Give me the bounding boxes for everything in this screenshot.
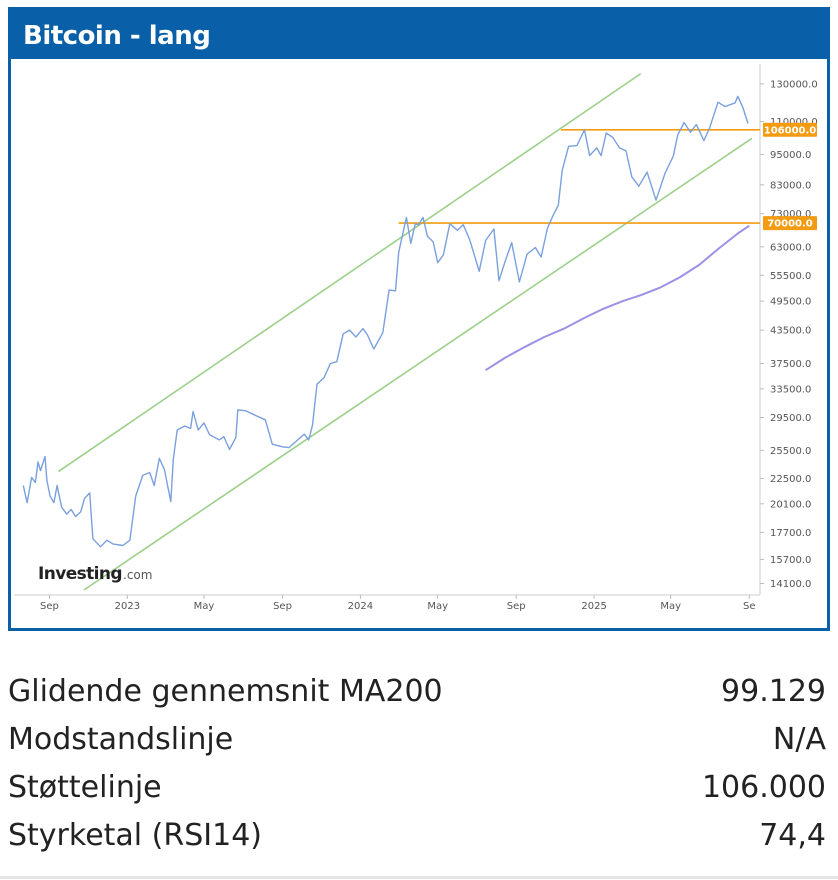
x-tick-label: Sep xyxy=(273,601,292,612)
x-tick-label: May xyxy=(194,601,215,612)
y-tick-label: 49500.0 xyxy=(770,297,811,308)
trend-channel xyxy=(57,73,753,591)
y-tick-label: 33500.0 xyxy=(770,384,811,395)
y-tick-label: 25500.0 xyxy=(770,446,811,457)
level-badge-label: 70000.0 xyxy=(767,219,813,230)
y-tick-label: 17700.0 xyxy=(770,528,811,539)
level-badge xyxy=(763,216,817,231)
y-tick-label: 15700.0 xyxy=(770,555,811,566)
chart-svg: 130000.0 110000.0 95000.0 83000.0 73000.0 630… xyxy=(14,60,827,627)
y-tick-label: 63000.0 xyxy=(770,242,811,253)
plot-background xyxy=(14,60,827,627)
x-tick-label: Sep xyxy=(40,601,59,612)
y-tick-label: 83000.0 xyxy=(770,180,811,191)
price-line xyxy=(22,95,749,548)
y-tick-label: 20100.0 xyxy=(770,499,811,510)
stat-row-resistance: Modstandslinje N/A xyxy=(8,716,826,764)
stats-list: Glidende gennemsnit MA200 99.129 Modstan… xyxy=(8,668,826,860)
x-tick-label: Se xyxy=(743,601,756,612)
x-tick-label: Sep xyxy=(507,601,526,612)
y-tick-label: 73000.0 xyxy=(770,209,811,220)
axes xyxy=(14,64,761,596)
level-badge-label: 106000.0 xyxy=(764,125,817,136)
ma200-line xyxy=(485,224,750,372)
stat-label: Modstandslinje xyxy=(8,722,234,757)
y-tick-label: 14100.0 xyxy=(770,579,811,590)
channel-upper-line xyxy=(57,73,642,473)
investing-logo: Investing .com xyxy=(38,564,152,584)
y-tick-label: 29500.0 xyxy=(770,413,811,424)
stat-label: Støttelinje xyxy=(8,770,162,805)
x-tick-label: May xyxy=(660,601,681,612)
chart-area: 130000.0 110000.0 95000.0 83000.0 73000.0 630… xyxy=(14,60,827,627)
stat-row-support: Støttelinje 106.000 xyxy=(8,764,826,812)
y-tick-label: 43500.0 xyxy=(770,326,811,337)
y-tick-label: 22500.0 xyxy=(770,474,811,485)
stat-row-rsi: Styrketal (RSI14) 74,4 xyxy=(8,812,826,860)
panel-title: Bitcoin - lang xyxy=(11,10,827,59)
stat-value: N/A xyxy=(772,722,826,757)
stat-value: 99.129 xyxy=(721,674,826,709)
series xyxy=(22,95,750,548)
watermark-suffix: .com xyxy=(123,568,152,582)
stat-label: Glidende gennemsnit MA200 xyxy=(8,674,443,709)
x-ticks: Sep 2023 May Sep 2024 May Sep 2025 May Se xyxy=(40,595,756,612)
level-badge xyxy=(763,122,817,137)
y-tick-label: 110000.0 xyxy=(770,117,818,128)
x-tick-label: 2025 xyxy=(581,601,606,612)
y-tick-label: 95000.0 xyxy=(770,150,811,161)
horizontal-levels xyxy=(398,128,760,224)
stat-value: 74,4 xyxy=(759,818,826,853)
x-tick-label: 2023 xyxy=(115,601,140,612)
stat-label: Styrketal (RSI14) xyxy=(8,818,262,853)
y-tick-label: 130000.0 xyxy=(770,79,818,90)
y-ticks: 130000.0 110000.0 95000.0 83000.0 73000.0 630… xyxy=(760,79,818,590)
y-tick-label: 55500.0 xyxy=(770,271,811,282)
channel-lower-line xyxy=(83,137,753,591)
stat-value: 106.000 xyxy=(701,770,826,805)
bottom-divider xyxy=(0,876,838,879)
watermark-brand: Investing xyxy=(38,564,122,584)
x-tick-label: May xyxy=(427,601,448,612)
y-tick-label: 37500.0 xyxy=(770,359,811,370)
chart-panel: Bitcoin - lang 130000.0 110000.0 95000.0 83… xyxy=(8,7,830,631)
level-badges: 106000.0 70000.0 xyxy=(763,122,817,231)
x-tick-label: 2024 xyxy=(348,601,373,612)
stat-row-ma200: Glidende gennemsnit MA200 99.129 xyxy=(8,668,826,716)
